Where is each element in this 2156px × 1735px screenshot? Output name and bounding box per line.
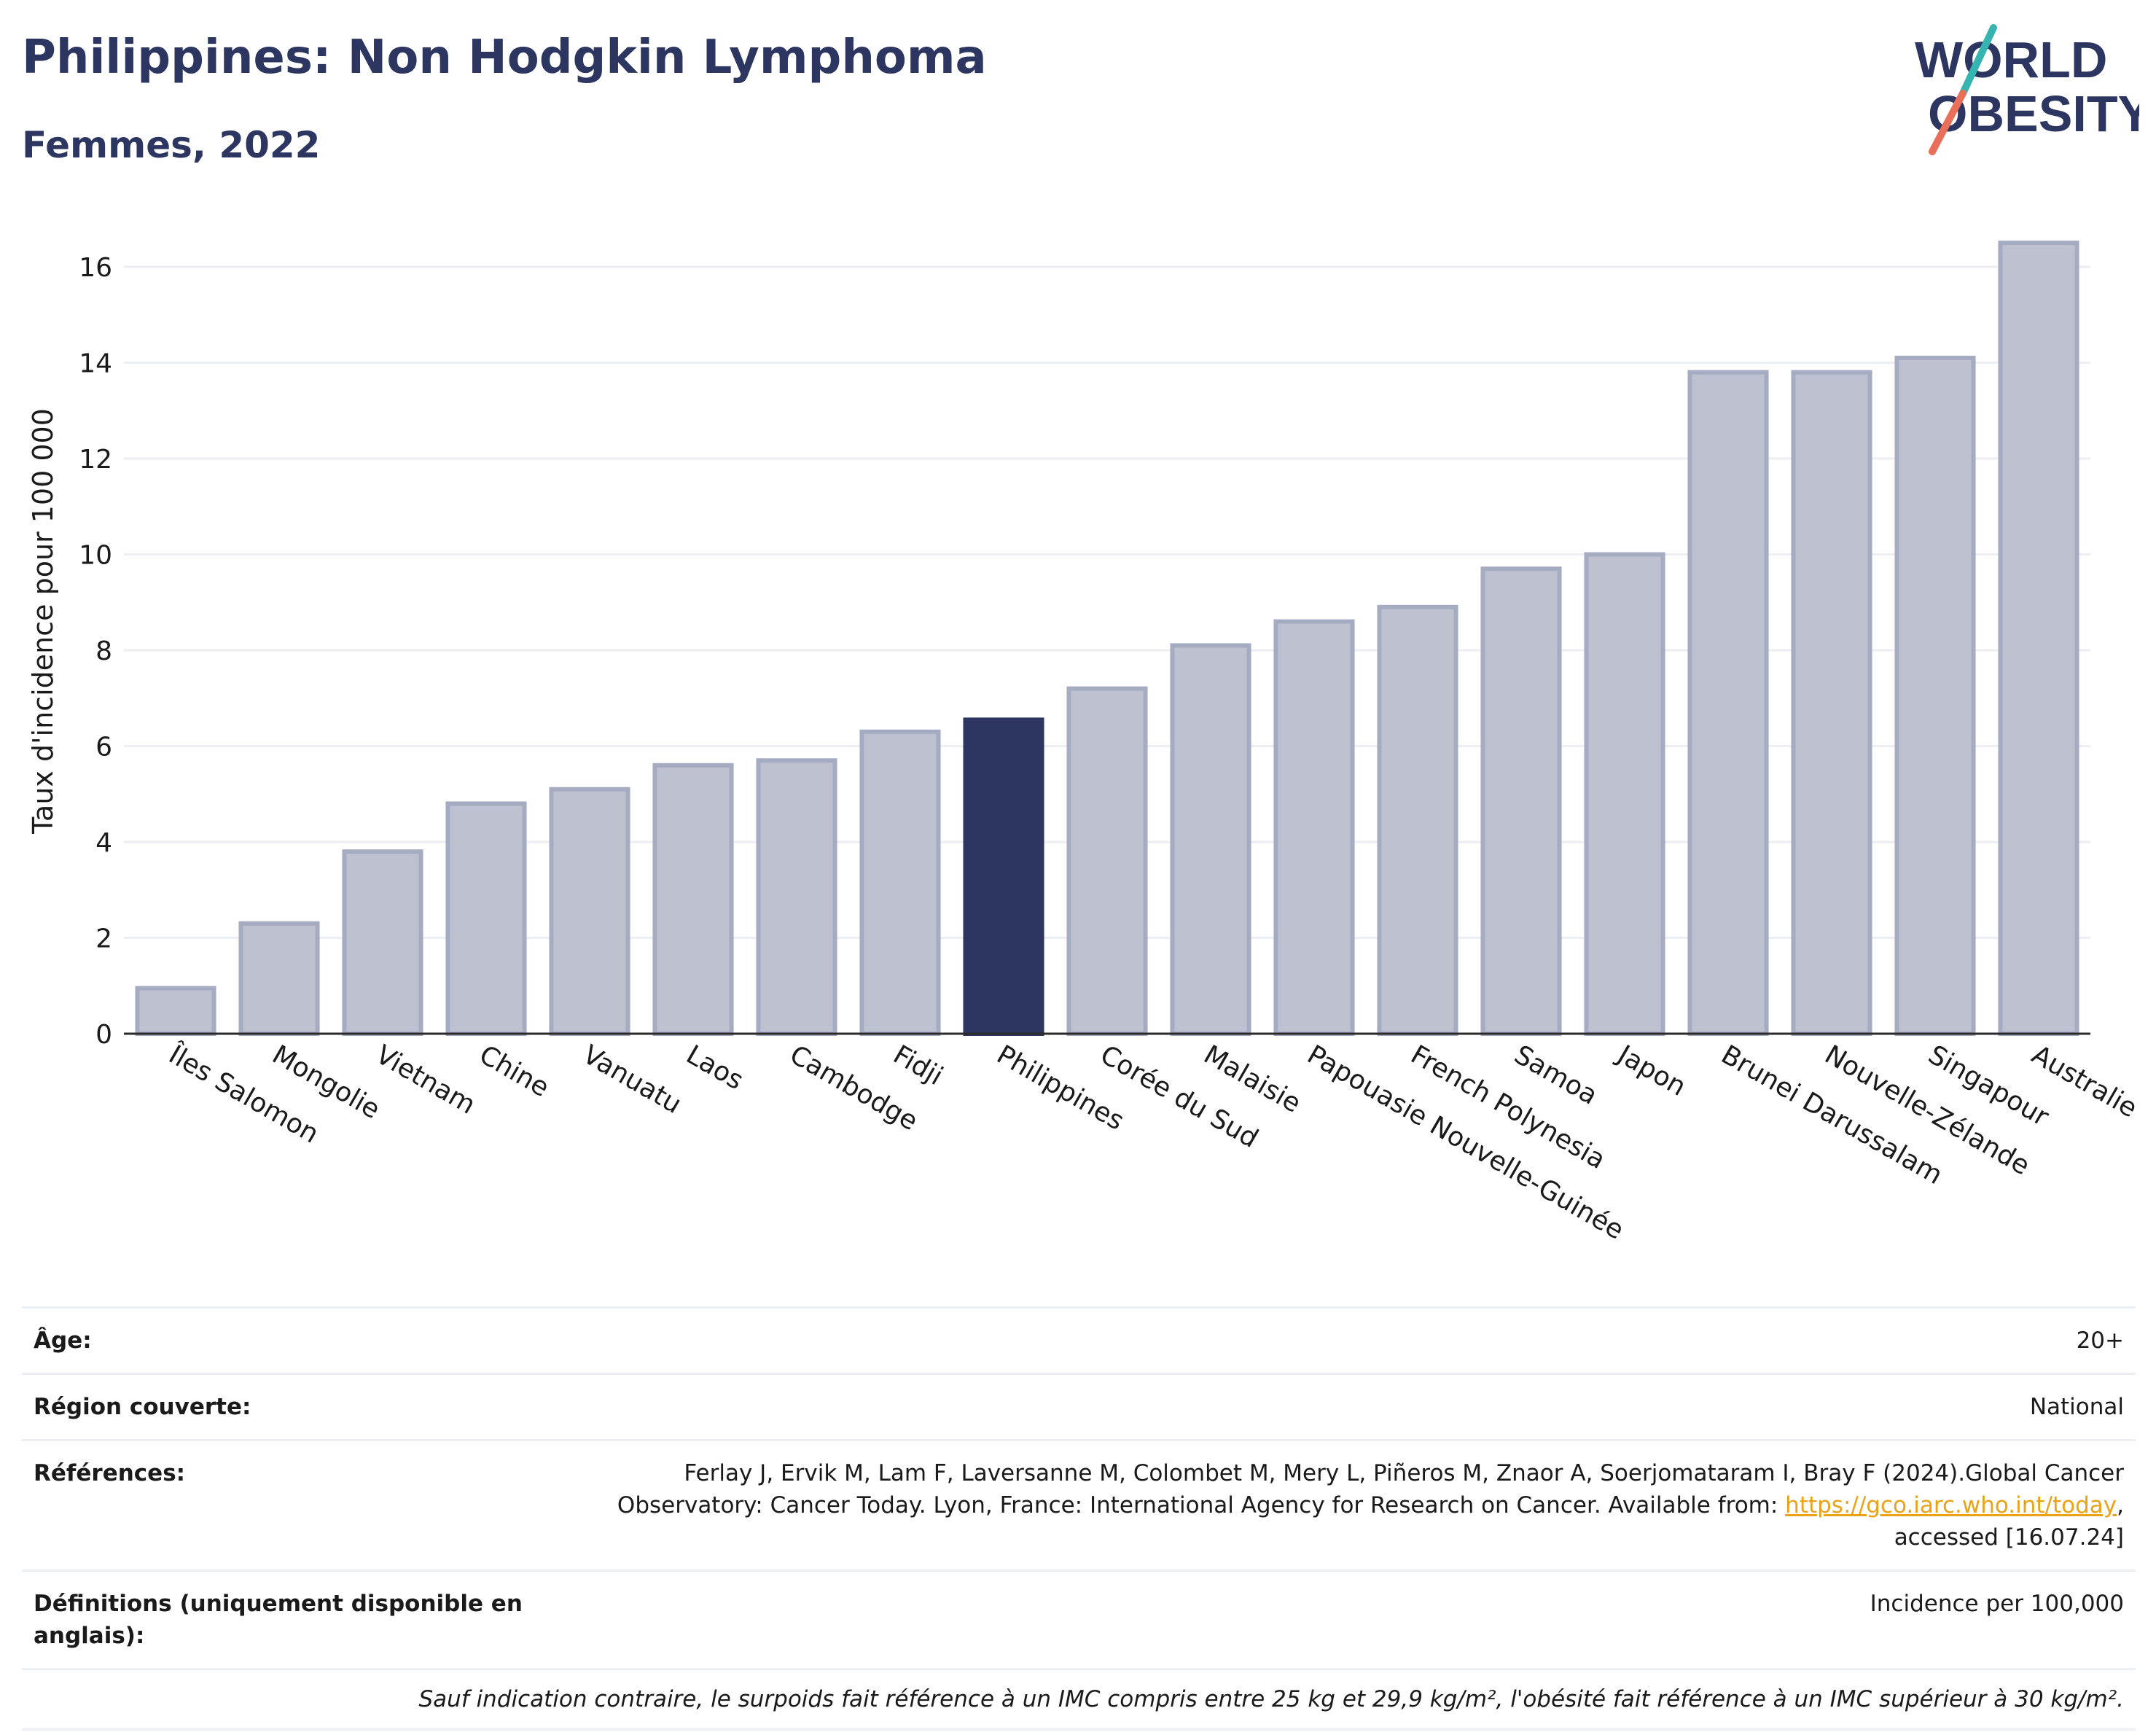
- logo-line1: WORLD: [1915, 31, 2107, 88]
- y-tick-label: 4: [95, 828, 112, 858]
- x-tick-label: Vietnam: [371, 1040, 480, 1120]
- region-row: Région couverte: National: [22, 1373, 2136, 1439]
- world-obesity-logo: WORLD OBESITY: [1915, 24, 2139, 155]
- footnote: Sauf indication contraire, le surpoids f…: [22, 1668, 2136, 1731]
- x-tick-label: Laos: [681, 1040, 749, 1096]
- bar: [1998, 241, 2079, 1036]
- y-tick-label: 10: [79, 541, 112, 571]
- info-table: Âge: 20+ Région couverte: National Référ…: [22, 1306, 2136, 1731]
- logo-slash-teal: [1959, 24, 1997, 97]
- bar: [1687, 370, 1769, 1036]
- region-label: Région couverte:: [34, 1394, 251, 1420]
- x-tick-label: Vanuatu: [578, 1040, 687, 1120]
- y-tick-label: 2: [95, 924, 112, 954]
- y-tick-label: 8: [95, 636, 112, 666]
- bar: [1894, 355, 1976, 1036]
- definitions-value: Incidence per 100,000: [1870, 1591, 2124, 1617]
- bar: [1377, 604, 1458, 1036]
- bar: [1273, 619, 1355, 1036]
- bar: [1066, 686, 1148, 1036]
- x-tick-label: Chine: [474, 1040, 555, 1103]
- bar: [652, 763, 734, 1037]
- y-tick-label: 0: [95, 1020, 112, 1050]
- bar: [342, 849, 423, 1037]
- references-value: Ferlay J, Ervik M, Lam F, Laversanne M, …: [544, 1457, 2124, 1553]
- definitions-row: Définitions (uniquement disponible en an…: [22, 1570, 2136, 1668]
- bar: [756, 758, 837, 1036]
- age-value: 20+: [2076, 1327, 2124, 1354]
- y-tick-label: 6: [95, 733, 112, 763]
- references-text-3: ,: [2117, 1492, 2124, 1518]
- x-tick-label: Fidji: [888, 1040, 948, 1091]
- bar-highlight: [963, 717, 1044, 1037]
- bar: [1480, 566, 1562, 1036]
- references-text-2: Observatory: Cancer Today. Lyon, France:…: [617, 1492, 1786, 1518]
- bar: [859, 729, 941, 1037]
- bar: [238, 921, 320, 1037]
- bar: [1170, 643, 1251, 1036]
- bar: [445, 801, 527, 1037]
- references-label: Références:: [34, 1460, 186, 1486]
- bar: [135, 986, 216, 1036]
- logo-slash-coral: [1929, 90, 1966, 155]
- bar: [549, 787, 630, 1037]
- x-tick-label: Japon: [1612, 1039, 1691, 1102]
- definitions-label: Définitions (uniquement disponible en an…: [34, 1591, 523, 1649]
- age-row: Âge: 20+: [22, 1306, 2136, 1373]
- chart-title: Philippines: Non Hodgkin Lymphoma: [22, 31, 987, 85]
- references-text-1: Ferlay J, Ervik M, Lam F, Laversanne M, …: [684, 1460, 2124, 1486]
- y-tick-label: 14: [79, 349, 112, 379]
- bars: [135, 241, 2079, 1037]
- age-label: Âge:: [34, 1327, 92, 1354]
- references-text-4: accessed [16.07.24]: [1894, 1524, 2124, 1551]
- bar: [1791, 370, 1872, 1036]
- y-axis-label: Taux d'incidence pour 100 000: [27, 408, 59, 835]
- y-tick-label: 16: [79, 253, 112, 283]
- chart-subtitle: Femmes, 2022: [22, 124, 321, 166]
- y-tick-labels: 0 2 4 6 8 10 12 14 16: [79, 253, 112, 1050]
- references-row: Références: Ferlay J, Ervik M, Lam F, La…: [22, 1439, 2136, 1570]
- references-link[interactable]: https://gco.iarc.who.int/today: [1785, 1492, 2117, 1518]
- bar: [1584, 552, 1665, 1036]
- region-value: National: [2029, 1394, 2124, 1420]
- y-tick-label: 12: [79, 445, 112, 475]
